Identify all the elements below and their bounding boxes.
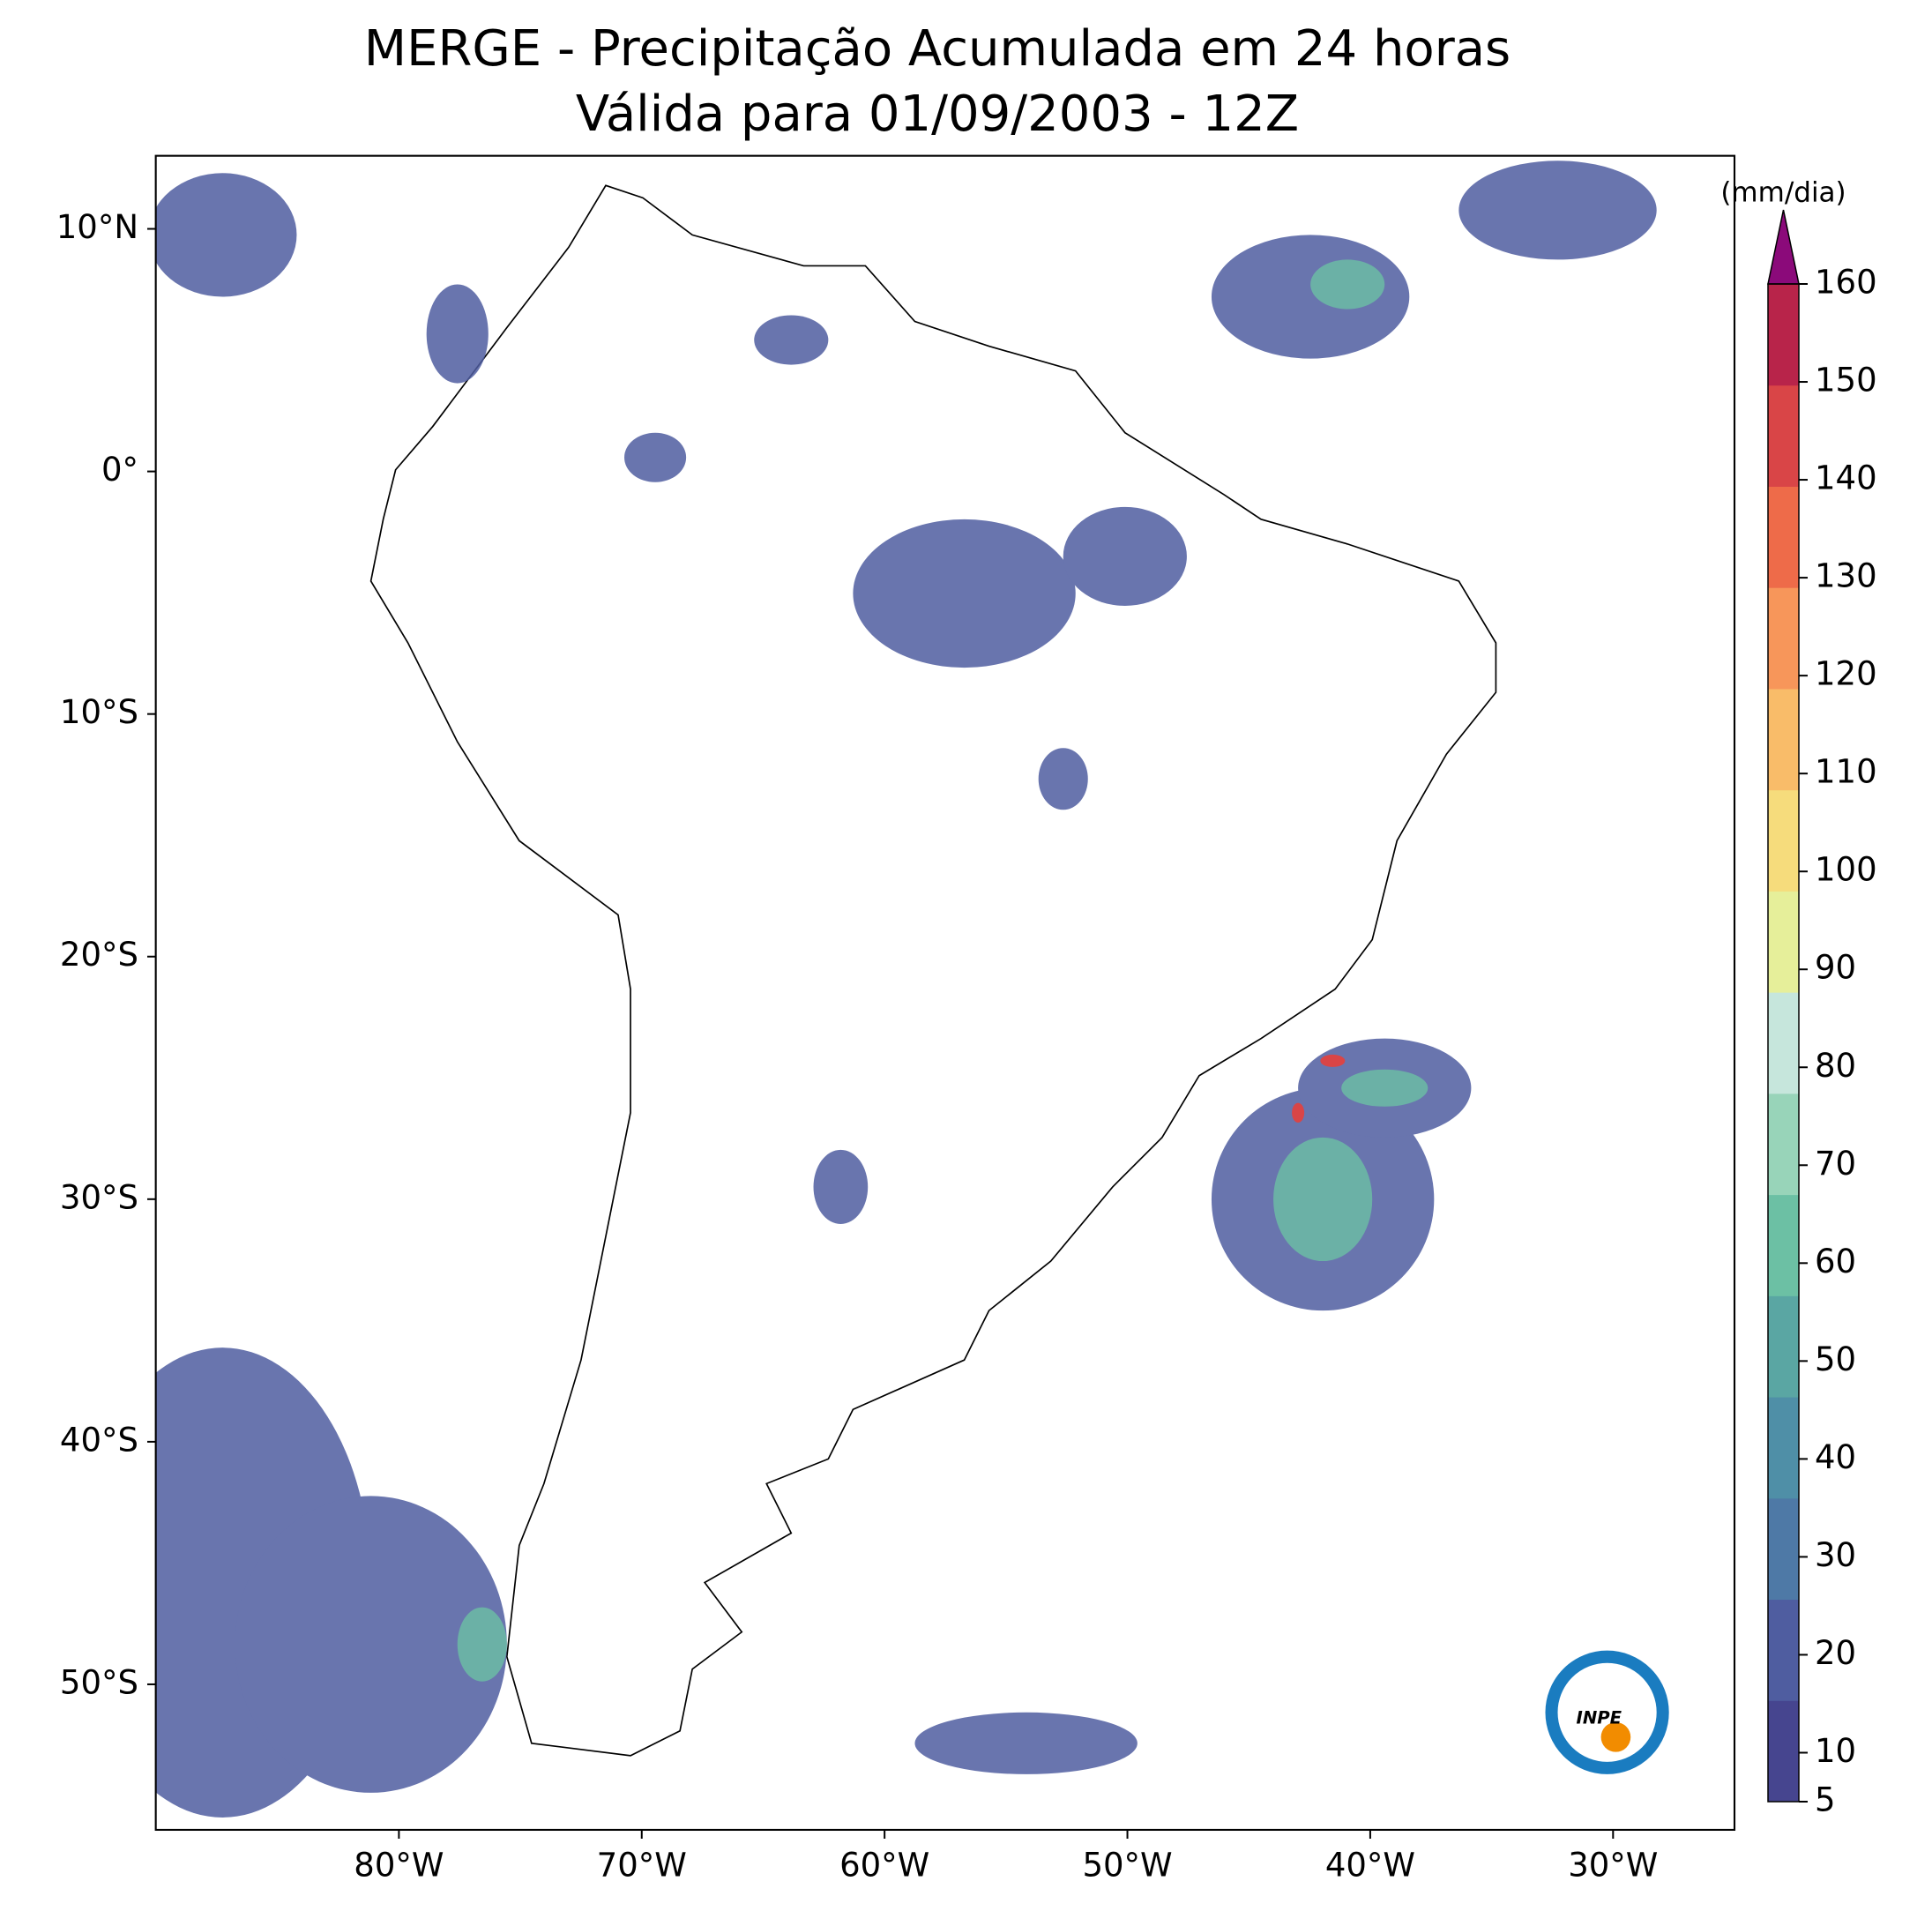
colorbar-segment [1768,1599,1799,1701]
colorbar-segment [1768,1295,1799,1398]
x-tick-label: 40°W [1325,1847,1415,1885]
title: MERGE - Precipitação Acumulada em 24 hor… [364,20,1511,78]
colorbar-tick-label: 5 [1815,1781,1836,1819]
colorbar-segment [1768,384,1799,487]
y-tick-label: 40°S [60,1421,138,1459]
y-tick-label: 50°S [60,1663,138,1701]
precipitation-core [457,259,1428,1682]
x-tick-label: 50°W [1082,1847,1172,1885]
colorbar-tick-label: 140 [1815,459,1877,497]
y-tick-label: 20°S [60,936,138,974]
logo: INPE [1545,1650,1669,1774]
x-tick-label: 30°W [1568,1847,1658,1885]
colorbar-tick-label: 100 [1815,851,1877,889]
colorbar-segment [1768,1194,1799,1296]
colorbar-segment [1768,789,1799,892]
colorbar-segment [1768,992,1799,1094]
colorbar-tick-label: 90 [1815,949,1856,987]
colorbar-segment [1768,1700,1799,1803]
colorbar-tick-label: 60 [1815,1243,1856,1280]
x-tick-label: 60°W [839,1847,929,1885]
y-tick-label: 10°N [56,208,138,246]
colorbar-segment [1768,284,1799,386]
y-tick-label: 10°S [60,693,138,731]
colorbar-segment [1768,1093,1799,1196]
colorbar-segment [1768,1397,1799,1499]
precipitation-peak [1292,1054,1346,1123]
colorbar-segment [1768,1497,1799,1601]
x-tick-label: 80°W [354,1847,444,1885]
colorbar-tick-label: 120 [1815,655,1877,693]
map-layer: INPE [154,154,1736,1832]
colorbar-tick-label: 40 [1815,1438,1856,1476]
colorbar-tick-label: 10 [1815,1732,1856,1770]
continent [369,184,1497,1757]
colorbar-tick-label: 20 [1815,1634,1856,1672]
colorbar-segment [1768,688,1799,791]
map-frame [154,154,1736,1832]
colorbar-extend [1767,209,1800,285]
colorbar-segment [1768,891,1799,993]
colorbar-segment [1768,486,1799,588]
logo-text: INPE [1577,1707,1622,1728]
colorbar-tick-label: 130 [1815,557,1877,595]
colorbar-label: (mm/dia) [1720,177,1846,209]
subtitle: Válida para 01/09/2003 - 12Z [576,86,1299,143]
colorbar-tick-label: 150 [1815,362,1877,399]
colorbar-tick-label: 110 [1815,753,1877,791]
y-tick-label: 0° [101,451,138,489]
colorbar-tick-label: 80 [1815,1047,1856,1085]
x-tick-label: 70°W [597,1847,687,1885]
colorbar-tick-label: 160 [1815,264,1877,302]
colorbar-tick-label: 70 [1815,1145,1856,1183]
colorbar-tick-label: 50 [1815,1340,1856,1378]
colorbar-segment [1768,587,1799,690]
colorbar-tick-label: 30 [1815,1536,1856,1574]
y-tick-label: 30°S [60,1178,138,1216]
colorbar-frame [1767,283,1800,1803]
